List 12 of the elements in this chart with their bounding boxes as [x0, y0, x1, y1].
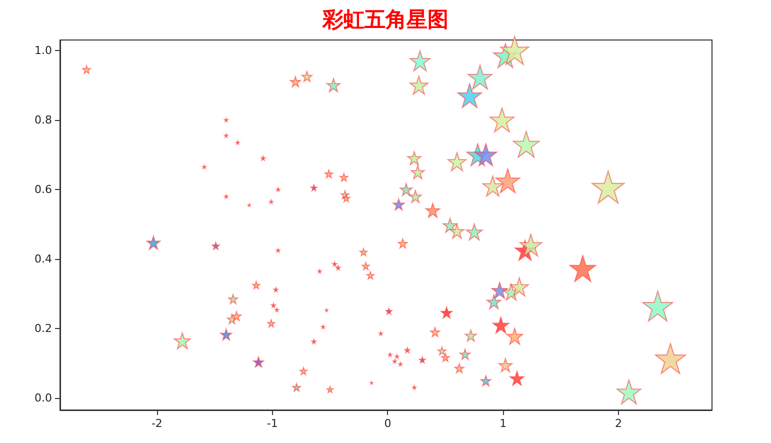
- x-tick-label: 2: [615, 417, 622, 430]
- x-tick-label: 1: [500, 417, 507, 430]
- y-tick-label: 0.2: [34, 322, 52, 336]
- y-tick-label: 0.6: [34, 183, 52, 196]
- x-tick-label: -1: [266, 417, 278, 430]
- x-tick-label: 0: [384, 417, 392, 430]
- y-tick-label: 0.8: [34, 113, 52, 126]
- y-tick-label: 1.0: [34, 44, 52, 57]
- y-tick-label: 0.0: [34, 392, 52, 405]
- x-tick-label: -2: [151, 417, 162, 430]
- y-tick-label: 0.4: [34, 252, 52, 266]
- chart-title: 彩虹五角星图: [322, 8, 448, 32]
